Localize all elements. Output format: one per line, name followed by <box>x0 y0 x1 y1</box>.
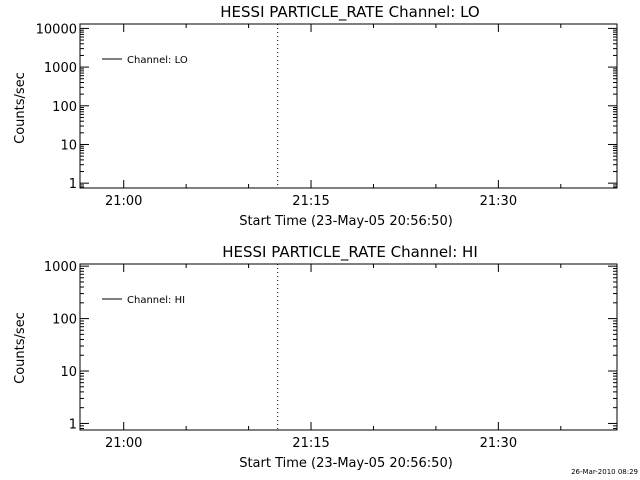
plot-frame <box>79 263 618 431</box>
x-tick-label: 21:30 <box>480 436 517 451</box>
y-tick-label: 1 <box>69 417 77 432</box>
y-tick-label: 1000 <box>44 260 77 275</box>
x-tick-label: 21:15 <box>292 436 329 451</box>
y-tick-label: 100 <box>52 100 77 115</box>
chart-title: HESSI PARTICLE_RATE Channel: LO <box>220 3 479 22</box>
legend: Channel: LO <box>102 55 188 66</box>
y-tick-label: 10 <box>60 365 77 380</box>
generation-timestamp: 26-Mar-2010 08:29 <box>571 468 638 476</box>
chart-lo-channel: HESSI PARTICLE_RATE Channel: LO Start Ti… <box>13 3 618 229</box>
chart-title: HESSI PARTICLE_RATE Channel: HI <box>222 243 478 262</box>
legend-label: Channel: LO <box>127 55 188 66</box>
y-tick-label: 100 <box>52 313 77 328</box>
x-tick-label: 21:00 <box>105 194 142 209</box>
y-axis-title: Counts/sec <box>13 72 28 144</box>
x-axis-title: Start Time (23-May-05 20:56:50) <box>239 214 453 229</box>
y-tick-label: 1000 <box>44 61 77 76</box>
y-tick-label: 10 <box>60 138 77 153</box>
x-tick-label: 21:00 <box>105 436 142 451</box>
plot-frame <box>79 23 618 189</box>
chart-hi-channel: HESSI PARTICLE_RATE Channel: HI Start Ti… <box>13 243 618 471</box>
x-axis-title: Start Time (23-May-05 20:56:50) <box>239 456 453 471</box>
x-tick-label: 21:15 <box>292 194 329 209</box>
legend: Channel: HI <box>102 295 185 306</box>
x-tick-label: 21:30 <box>480 194 517 209</box>
legend-label: Channel: HI <box>127 295 185 306</box>
y-tick-label: 1 <box>69 177 77 192</box>
y-axis-title: Counts/sec <box>13 312 28 384</box>
y-tick-label: 10000 <box>36 22 77 37</box>
